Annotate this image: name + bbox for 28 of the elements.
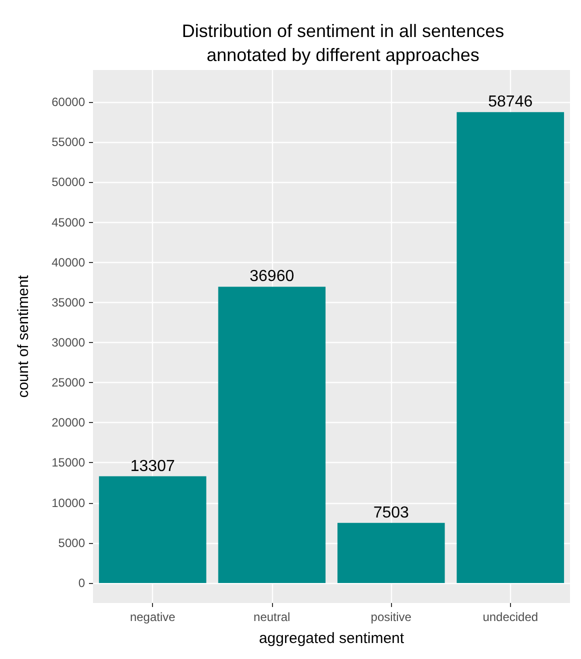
y-tick-label: 20000 <box>52 416 86 430</box>
y-axis-title: count of sentiment <box>15 274 32 398</box>
data-label: 36960 <box>250 268 294 286</box>
x-tick-label: undecided <box>482 610 538 624</box>
y-tick-label: 45000 <box>52 215 86 230</box>
data-label: 7503 <box>373 504 410 522</box>
chart-title: Distribution of sentiment in all sentences annotated by different approaches <box>182 21 504 65</box>
y-tick-label: 30000 <box>52 336 86 350</box>
x-axis-title: aggregated sentiment <box>258 630 405 647</box>
data-label: 13307 <box>130 458 175 475</box>
y-tick-label: 55000 <box>52 135 86 150</box>
bar <box>456 112 564 583</box>
x-tick-label: neutral <box>254 610 290 624</box>
x-tick-label: negative <box>130 610 176 624</box>
y-tick-label: 35000 <box>52 295 86 310</box>
bar <box>98 476 206 583</box>
y-tick-label: 50000 <box>52 175 86 190</box>
x-tick-label: positive <box>370 610 412 624</box>
y-tick-label: 25000 <box>52 376 86 390</box>
y-tick-label: 0 <box>78 576 86 590</box>
bar <box>337 522 445 583</box>
y-tick-label: 5000 <box>58 536 86 550</box>
bar <box>218 286 326 583</box>
y-tick-label: 40000 <box>52 255 86 270</box>
y-tick-label: 10000 <box>52 496 86 510</box>
y-tick-label: 15000 <box>52 456 86 470</box>
data-label: 58746 <box>488 94 533 111</box>
y-tick-label: 60000 <box>52 95 86 110</box>
